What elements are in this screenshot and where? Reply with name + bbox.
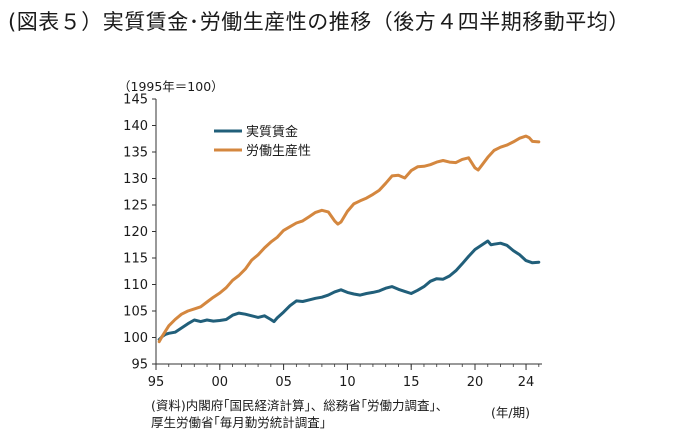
source-line-2: 厚生労働省｢毎月勤労統計調査｣ [151,415,327,430]
y-axis-unit-label: （1995年＝100） [118,79,224,94]
y-tick-label: 120 [123,225,148,240]
y-tick-label: 140 [123,119,148,134]
chart-title: (図表５）実質賃金･労働生産性の推移（後方４四半期移動平均） [8,10,630,34]
source-line-1: (資料)内閣府｢国民経済計算｣、総務省｢労働力調査｣、 [151,398,449,413]
labor-productivity-line [157,134,541,344]
y-tick-label: 110 [123,278,148,293]
y-tick-label: 115 [123,252,148,267]
legend-label-labor-productivity: 労働生産性 [246,143,311,159]
x-tick-label: 00 [212,375,229,390]
legend-label-real-wage: 実質賃金 [246,124,298,140]
chart-axes: 95 100 105 110 115 120 125 130 135 140 145 95 00 05 10… [123,93,542,390]
x-tick-label: 15 [403,375,420,390]
y-tick-label: 145 [123,93,148,108]
y-tick-label: 100 [123,331,148,346]
y-tick-label: 125 [123,199,148,214]
x-axis-unit-label: (年/期) [491,405,530,420]
x-tick-label: 20 [467,375,484,390]
real-wage-line [157,239,541,342]
x-tick-label: 24 [518,375,535,390]
y-tick-label: 105 [123,305,148,320]
y-tick-label: 130 [123,172,148,187]
x-tick-label: 10 [339,375,356,390]
x-tick-label: 05 [275,375,292,390]
y-tick-label: 135 [123,146,148,161]
y-tick-label: 95 [131,358,148,373]
chart-series [157,134,541,344]
x-tick-label: 95 [148,375,165,390]
source-note: (資料)内閣府｢国民経済計算｣、総務省｢労働力調査｣、 厚生労働省｢毎月勤労統計… [151,397,448,431]
